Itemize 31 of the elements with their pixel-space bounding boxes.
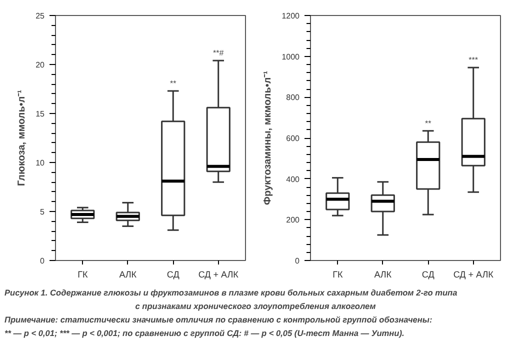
y-tick-label: 25 — [36, 12, 46, 20]
x-tick-label: СД — [422, 270, 434, 280]
y-axis-title: Фруктозамины, мкмоль•л⁻¹ — [262, 70, 274, 206]
text: Рисунок 1. Содержание глюкозы и фруктозаминов в плазме крови больных сахарным диабетом 2-го типа — [4, 288, 458, 298]
x-tick-label: СД — [166, 270, 180, 280]
y-tick-label: 15 — [36, 110, 46, 118]
y-tick-label: 20 — [36, 60, 46, 70]
text: ** — p < 0,01; *** — p < 0,001; по сравнению с группой СД: # — p < 0,05 (U-тест Манна — Уитни). — [4, 328, 404, 338]
y-tick-label: 800 — [286, 93, 300, 102]
y-tick-label: 10 — [36, 158, 46, 168]
text: с признаками хронического злоупотребления алкоголем — [135, 301, 376, 311]
y-tick-label: 200 — [286, 216, 300, 225]
x-tick-label: АЛК — [119, 270, 138, 280]
x-tick-label: АЛК — [374, 270, 392, 280]
x-tick-label: СД + АЛК — [453, 270, 494, 280]
x-tick-label: ГК — [78, 270, 88, 280]
x-tick-label: СД + АЛК — [198, 270, 240, 280]
y-tick-label: 1200 — [282, 12, 300, 20]
y-tick-label: 400 — [286, 174, 300, 184]
annotation: ** — [170, 78, 176, 88]
text: Примечание: статистически значимые отличия по сравнению с контрольной группой обозначены: — [4, 314, 432, 324]
y-tick-label: 5 — [40, 208, 46, 216]
y-axis-title: Глюкоза, ммоль•л⁻¹ — [16, 89, 28, 186]
annotation: **# — [213, 48, 224, 58]
annotation: *** — [468, 56, 478, 65]
y-tick-label: 600 — [286, 134, 300, 143]
annotation: ** — [425, 118, 432, 128]
y-tick-label: 1000 — [282, 52, 300, 62]
y-tick-label: 0 — [295, 256, 300, 266]
x-tick-label: ГК — [332, 270, 344, 280]
y-tick-label: 0 — [40, 256, 46, 266]
